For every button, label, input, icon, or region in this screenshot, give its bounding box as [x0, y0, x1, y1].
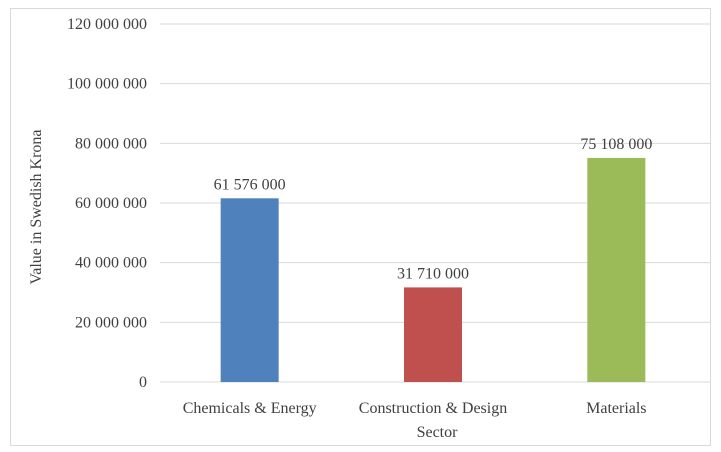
- bars: [220, 157, 646, 382]
- y-axis-tick-labels: 0 20 000 000 40 000 000 60 000 000 80 000 00…: [67, 16, 147, 391]
- y-tick-label: 0: [139, 374, 147, 391]
- bar: [587, 157, 646, 382]
- data-label: 75 108 000: [580, 136, 652, 153]
- y-tick-label: 60 000 000: [75, 195, 147, 212]
- y-tick-label: 80 000 000: [75, 135, 147, 152]
- x-axis-tick-labels: Chemicals & Energy Construction & Design M…: [183, 400, 647, 417]
- x-tick-label: Construction & Design: [359, 400, 507, 417]
- data-labels: 61 576 000 31 710 000 75 108 000: [214, 136, 653, 282]
- bar: [404, 287, 462, 382]
- data-label: 31 710 000: [397, 265, 469, 282]
- x-tick-label: Chemicals & Energy: [183, 400, 317, 417]
- data-label: 61 576 000: [214, 176, 286, 193]
- y-tick-label: 20 000 000: [75, 314, 147, 331]
- y-tick-label: 100 000 000: [67, 76, 147, 93]
- x-axis-title: Sector: [417, 424, 459, 441]
- bar: [220, 198, 279, 382]
- y-tick-label: 120 000 000: [67, 16, 147, 33]
- x-tick-label: Materials: [586, 400, 646, 417]
- y-axis-title: Value in Swedish Krona: [28, 129, 45, 284]
- y-tick-label: 40 000 000: [75, 255, 147, 272]
